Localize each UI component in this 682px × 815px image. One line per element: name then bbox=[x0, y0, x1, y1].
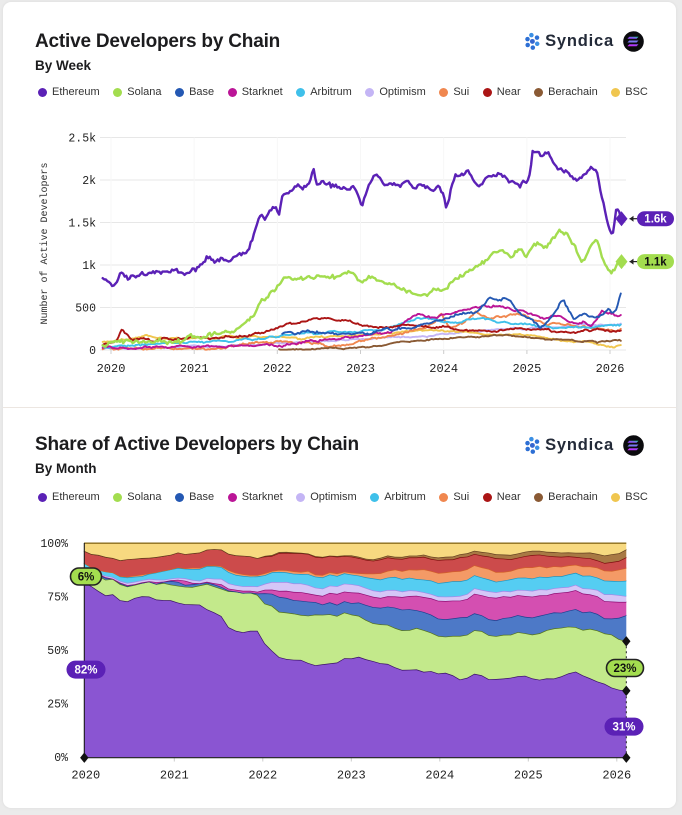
svg-text:Number of Active Developers: Number of Active Developers bbox=[39, 162, 51, 324]
svg-text:2022: 2022 bbox=[248, 769, 277, 783]
svg-text:2025: 2025 bbox=[514, 769, 543, 783]
svg-text:500: 500 bbox=[75, 303, 96, 316]
svg-text:25%: 25% bbox=[47, 699, 68, 712]
svg-text:2k: 2k bbox=[82, 175, 96, 188]
svg-text:6%: 6% bbox=[78, 571, 95, 583]
svg-text:82%: 82% bbox=[74, 665, 97, 677]
svg-text:2025: 2025 bbox=[512, 362, 541, 376]
svg-text:2026: 2026 bbox=[602, 769, 631, 783]
svg-text:100%: 100% bbox=[40, 538, 68, 551]
svg-text:2024: 2024 bbox=[429, 362, 458, 376]
svg-text:2021: 2021 bbox=[180, 362, 209, 376]
svg-text:2024: 2024 bbox=[425, 769, 454, 783]
svg-text:23%: 23% bbox=[613, 663, 636, 675]
svg-text:50%: 50% bbox=[47, 645, 68, 658]
svg-text:1.1k: 1.1k bbox=[644, 256, 667, 268]
svg-text:2.5k: 2.5k bbox=[68, 133, 96, 146]
svg-text:2020: 2020 bbox=[71, 769, 100, 783]
svg-text:75%: 75% bbox=[47, 592, 68, 605]
svg-text:2023: 2023 bbox=[337, 769, 366, 783]
svg-text:0%: 0% bbox=[54, 752, 68, 765]
svg-text:1k: 1k bbox=[82, 260, 96, 273]
svg-text:0: 0 bbox=[89, 345, 96, 358]
svg-text:2020: 2020 bbox=[97, 362, 126, 376]
svg-text:2021: 2021 bbox=[160, 769, 189, 783]
svg-text:1.6k: 1.6k bbox=[644, 214, 667, 226]
svg-text:2023: 2023 bbox=[346, 362, 375, 376]
svg-text:2026: 2026 bbox=[596, 362, 625, 376]
svg-text:1.5k: 1.5k bbox=[68, 218, 96, 231]
svg-text:2022: 2022 bbox=[263, 362, 292, 376]
svg-text:31%: 31% bbox=[612, 722, 635, 734]
